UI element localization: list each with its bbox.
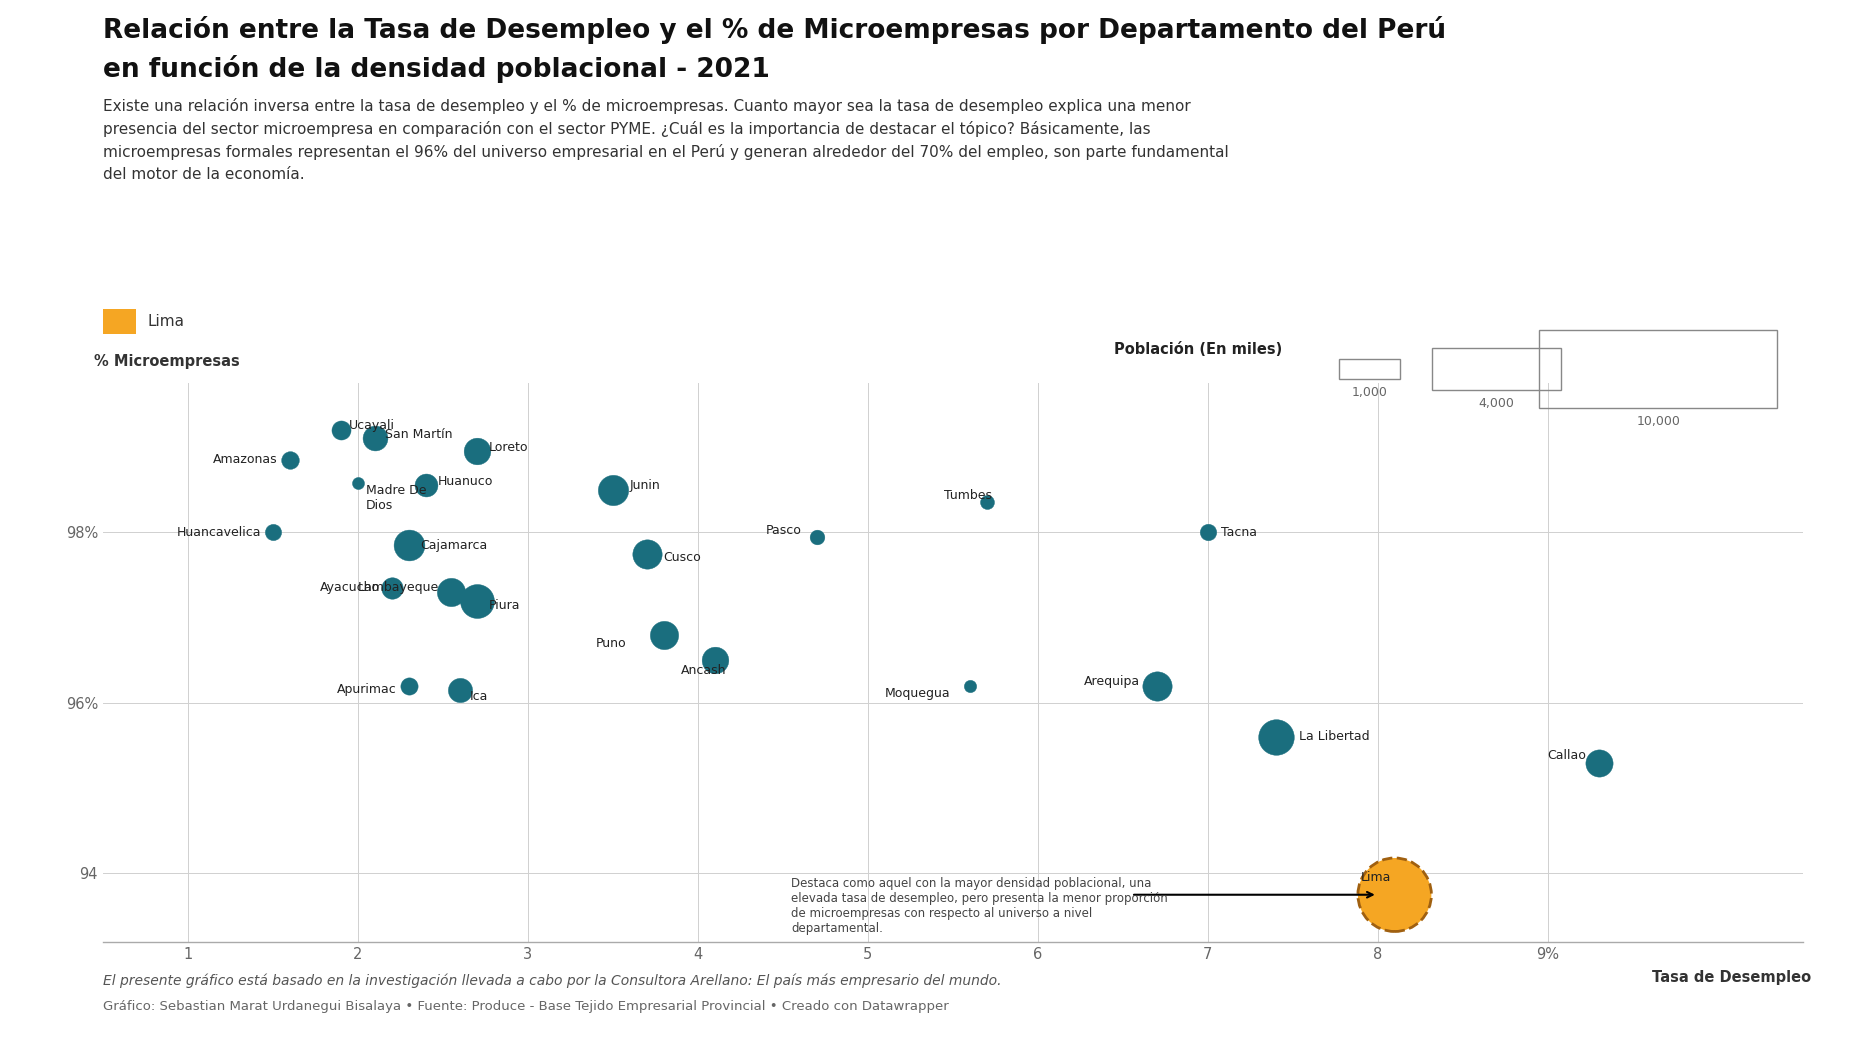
Text: Cusco: Cusco	[663, 550, 702, 564]
Bar	[1539, 330, 1776, 409]
Point	[648, 626, 678, 643]
Point	[344, 475, 374, 492]
Text: Lima: Lima	[148, 314, 185, 329]
Point	[445, 682, 474, 699]
Text: Relación entre la Tasa de Desempleo y el % de Microempresas por Departamento del: Relación entre la Tasa de Desempleo y el…	[103, 16, 1446, 44]
Text: 4,000: 4,000	[1479, 397, 1515, 410]
Text: Callao: Callao	[1549, 749, 1586, 762]
Text: Cajamarca: Cajamarca	[420, 538, 488, 551]
Text: Piura: Piura	[489, 599, 519, 612]
Text: Ayacucho: Ayacucho	[319, 581, 379, 594]
Text: Población (En miles): Población (En miles)	[1113, 342, 1283, 358]
Text: Ucayali: Ucayali	[349, 419, 396, 432]
Text: Gráfico: Sebastian Marat Urdanegui Bisalaya • Fuente: Produce - Base Tejido Empr: Gráfico: Sebastian Marat Urdanegui Bisal…	[103, 1000, 949, 1013]
Text: Moquegua: Moquegua	[885, 687, 951, 700]
Point	[394, 678, 424, 695]
Text: 1,000: 1,000	[1351, 386, 1388, 399]
Bar	[1339, 359, 1399, 379]
Text: Existe una relación inversa entre la tasa de desempleo y el % de microempresas. : Existe una relación inversa entre la tas…	[103, 98, 1229, 182]
Bar	[1433, 348, 1562, 390]
Point	[275, 451, 304, 468]
Text: en función de la densidad poblacional - 2021: en función de la densidad poblacional - …	[103, 55, 770, 83]
Text: Puno: Puno	[596, 636, 626, 650]
Text: Huanuco: Huanuco	[437, 476, 493, 488]
Text: Apurimac: Apurimac	[336, 683, 396, 696]
Text: La Libertad: La Libertad	[1300, 731, 1369, 744]
Point	[411, 477, 441, 494]
Point	[461, 443, 491, 460]
Text: Lambayeque: Lambayeque	[359, 581, 439, 594]
Point	[1261, 729, 1291, 746]
Text: Ica: Ica	[471, 689, 488, 702]
Point	[700, 651, 730, 668]
Point	[1194, 523, 1224, 541]
Text: Junin: Junin	[630, 479, 661, 492]
Text: El presente gráfico está basado en la investigación llevada a cabo por la Consul: El presente gráfico está basado en la in…	[103, 974, 1001, 988]
Point	[971, 494, 1001, 511]
Text: Arequipa: Arequipa	[1083, 675, 1139, 688]
Text: Lima: Lima	[1360, 871, 1392, 884]
Text: Tasa de Desempleo: Tasa de Desempleo	[1651, 969, 1812, 984]
Point	[598, 481, 628, 498]
Point	[258, 523, 288, 541]
Text: Tacna: Tacna	[1222, 526, 1257, 538]
Text: Ancash: Ancash	[680, 664, 727, 677]
Text: Pasco: Pasco	[766, 525, 801, 537]
Point	[325, 421, 355, 438]
Point	[955, 678, 984, 695]
Text: Tumbes: Tumbes	[943, 489, 992, 502]
Point	[437, 583, 467, 600]
Text: % Microempresas: % Microempresas	[93, 354, 239, 369]
Text: Huancavelica: Huancavelica	[176, 526, 262, 538]
Text: Madre De
Dios: Madre De Dios	[366, 484, 426, 512]
Text: San Martín: San Martín	[385, 428, 452, 440]
Point	[1584, 754, 1614, 771]
Point	[361, 430, 390, 447]
Point	[801, 528, 831, 545]
Text: Destaca como aquel con la mayor densidad poblacional, una
elevada tasa de desemp: Destaca como aquel con la mayor densidad…	[792, 877, 1168, 935]
Point	[377, 579, 407, 596]
Text: 10,000: 10,000	[1636, 415, 1679, 428]
Point	[461, 592, 491, 609]
Point	[631, 545, 661, 562]
Text: Loreto: Loreto	[489, 442, 529, 454]
Point	[1380, 886, 1410, 903]
Point	[1141, 678, 1171, 695]
Point	[394, 536, 424, 553]
Text: Amazonas: Amazonas	[213, 453, 278, 466]
